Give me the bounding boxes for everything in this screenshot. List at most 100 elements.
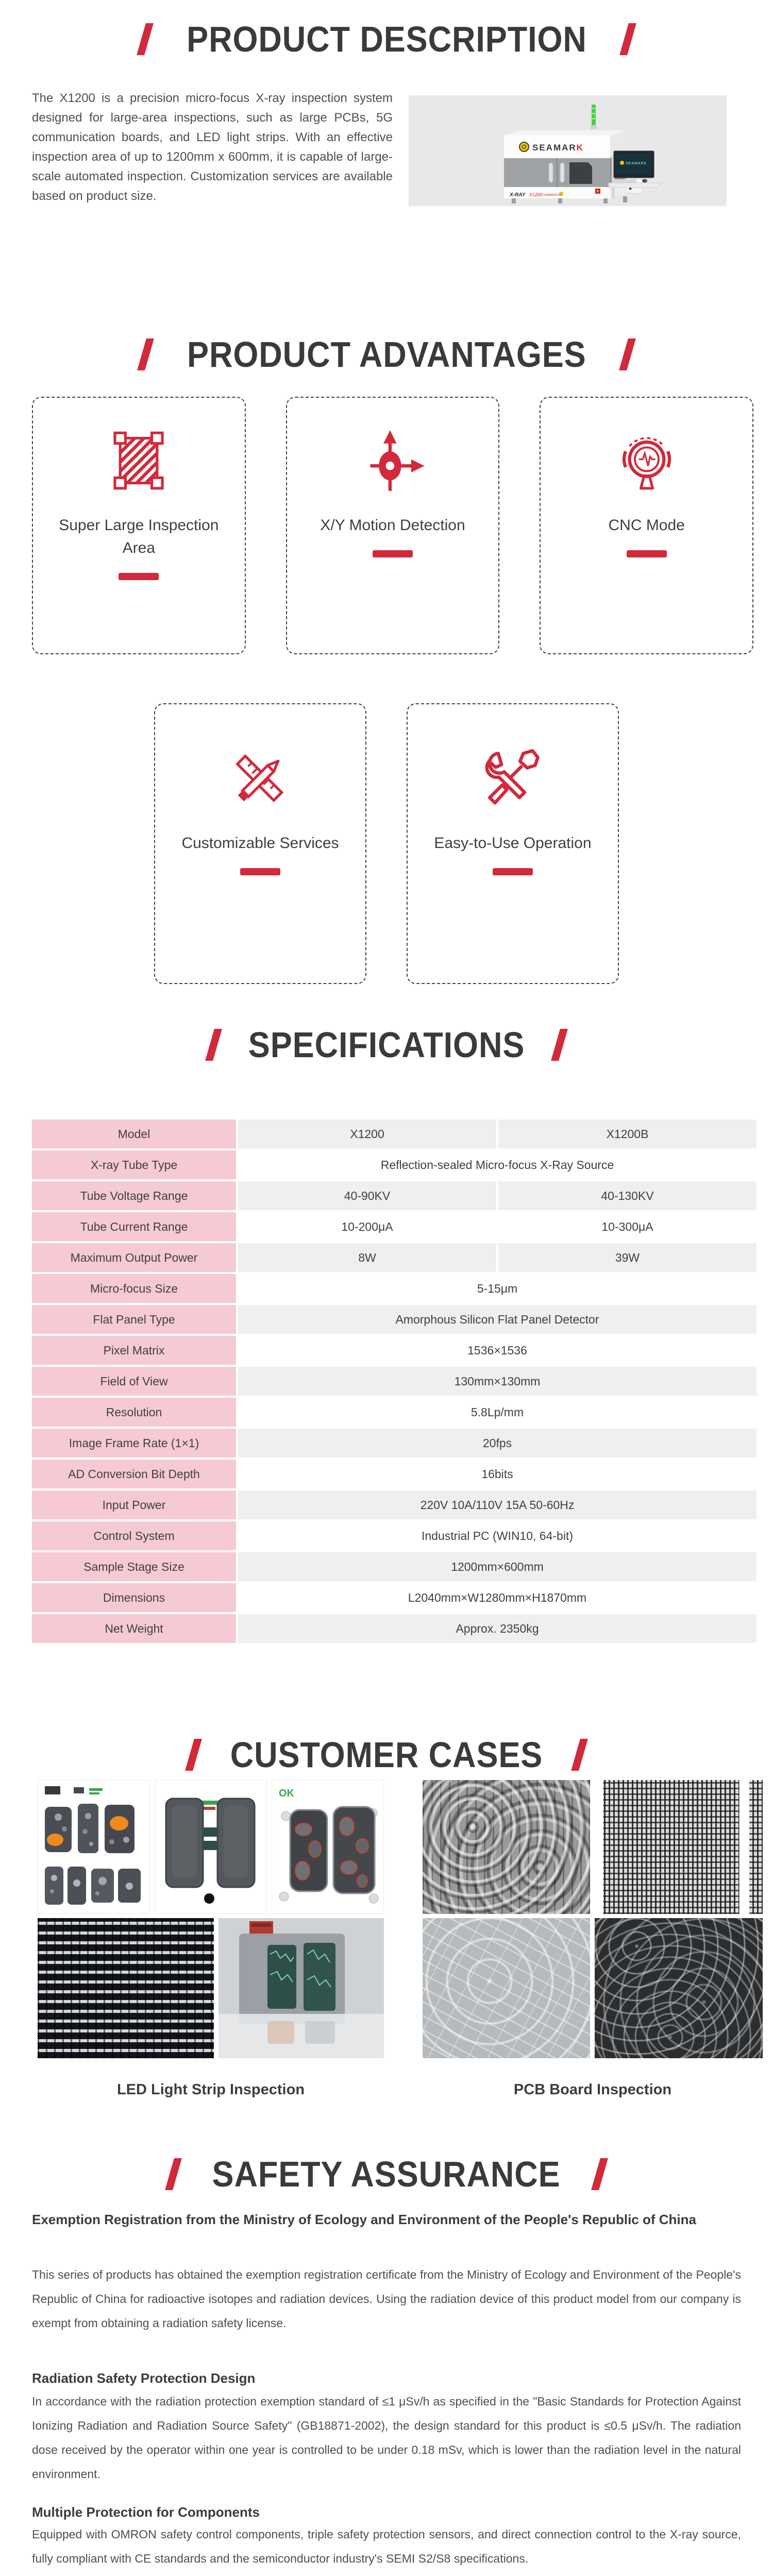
product-description-paragraph: The X1200 is a precision micro-focus X-r…: [32, 91, 393, 203]
spec-row-label: Maximum Output Power: [32, 1243, 236, 1272]
brand-logo: SEAMARK: [519, 142, 584, 152]
section-title: PRODUCT ADVANTAGES: [187, 334, 586, 375]
advantage-label: Customizable Services: [181, 835, 339, 852]
radiation-sticker-icon: [559, 192, 563, 196]
red-slash-icon: [551, 1029, 568, 1061]
spec-value: Approx. 2350kg: [238, 1614, 757, 1643]
section-title-product-advantages: PRODUCT ADVANTAGES: [0, 334, 773, 375]
spec-row-label: Micro-focus Size: [32, 1274, 236, 1303]
defect-highlight: [110, 1816, 128, 1831]
red-dash: [373, 550, 413, 557]
spec-value: 40-130KV: [498, 1181, 757, 1210]
pcb-xray-image-2: [595, 1780, 763, 1914]
led-xray-image-1: [38, 1780, 150, 1914]
specifications-table: Model X1200 X1200B X-ray Tube Type Reflectio…: [32, 1120, 757, 1643]
monitor: SEAMARK: [613, 150, 654, 178]
safety-heading-radiation-design: Radiation Safety Protection Design: [32, 2370, 256, 2386]
svg-text:X-RAY: X-RAY: [509, 192, 526, 198]
pcb-xray-image-1: [423, 1780, 590, 1914]
svg-text:SEAMARK: SEAMARK: [532, 143, 584, 152]
machine-illustration: SEAMARK X-RAY X1200 HAMAMATSU: [409, 95, 727, 206]
red-slash-icon: [571, 1739, 588, 1771]
spec-row-label: Sample Stage Size: [32, 1552, 236, 1581]
section-title-specifications: SPECIFICATIONS: [0, 1024, 773, 1065]
spec-row-label: Control System: [32, 1521, 236, 1550]
led-xray-image-2: [155, 1780, 267, 1914]
advantage-label: CNC Mode: [608, 517, 685, 534]
section-title: CUSTOMER CASES: [230, 1735, 543, 1775]
spec-value: 1200mm×600mm: [238, 1552, 757, 1581]
spec-value: 39W: [498, 1243, 757, 1272]
led-xray-image-3: OK: [272, 1780, 384, 1914]
spec-value: Amorphous Silicon Flat Panel Detector: [238, 1305, 757, 1334]
spec-value: 20fps: [238, 1429, 757, 1458]
spec-row-label: Tube Voltage Range: [32, 1181, 236, 1210]
advantage-card: X/Y Motion Detection: [285, 397, 500, 654]
advantage-card: Easy-to-Use Operation: [407, 703, 619, 984]
spec-row-label: Input Power: [32, 1490, 236, 1519]
section-title-product-description: PRODUCT DESCRIPTION: [0, 19, 773, 60]
advantage-card: Super Large Inspection Area: [32, 397, 246, 654]
spec-row-label: Dimensions: [32, 1583, 236, 1612]
red-slash-icon: [136, 23, 154, 55]
advantage-label: Super Large Inspection Area: [59, 517, 219, 556]
spec-value: 16bits: [238, 1460, 757, 1488]
section-title: SAFETY ASSURANCE: [212, 2154, 561, 2194]
spec-value: Reflection-sealed Micro-focus X-Ray Sour…: [238, 1150, 757, 1179]
section-title-safety-assurance: SAFETY ASSURANCE: [0, 2154, 773, 2195]
spec-value: 10-200μA: [238, 1212, 496, 1241]
easy-operation-icon: [480, 745, 546, 811]
spec-row-label: Tube Current Range: [32, 1212, 236, 1241]
safety-heading-exemption: Exemption Registration from the Ministry…: [32, 2212, 696, 2227]
safety-paragraph-exemption: This series of products has obtained the…: [32, 2268, 741, 2330]
red-slash-icon: [137, 338, 154, 370]
brand-gear-icon: [519, 142, 529, 152]
red-slash-icon: [205, 1029, 222, 1061]
advantage-label: X/Y Motion Detection: [320, 517, 465, 534]
safety-paragraph-protection: Equipped with OMRON safety control compo…: [32, 2528, 741, 2565]
red-slash-icon: [619, 23, 637, 55]
case-caption-led: LED Light Strip Inspection: [116, 2081, 305, 2098]
spec-row-label: Resolution: [32, 1398, 236, 1427]
section-title: SPECIFICATIONS: [248, 1025, 525, 1065]
red-dash: [626, 550, 667, 557]
spec-row-label: AD Conversion Bit Depth: [32, 1460, 236, 1488]
red-slash-icon: [619, 338, 636, 370]
spec-value: 40-90KV: [238, 1181, 496, 1210]
spec-value: 220V 10A/110V 15A 50-60Hz: [238, 1490, 757, 1519]
spec-value: 5-15μm: [238, 1274, 757, 1303]
red-slash-icon: [165, 2158, 182, 2190]
model-label: X-RAY X1200 HAMAMATSU: [509, 192, 562, 198]
xy-motion-icon: [360, 428, 426, 494]
spec-value: Industrial PC (WIN10, 64-bit): [238, 1521, 757, 1550]
keyboard-tray: [608, 179, 663, 188]
spec-row-label: Image Frame Rate (1×1): [32, 1429, 236, 1458]
advantage-label: Easy-to-Use Operation: [434, 835, 592, 852]
svg-text:SEAMARK: SEAMARK: [626, 162, 647, 165]
cnc-mode-icon: [614, 428, 680, 494]
svg-text:X1200: X1200: [529, 192, 543, 197]
safety-heading-protection: Multiple Protection for Components: [32, 2504, 260, 2520]
pcb-xray-image-3: [423, 1918, 590, 2058]
led-strip-panel-image: [38, 1918, 214, 2058]
section-title-customer-cases: CUSTOMER CASES: [0, 1734, 773, 1775]
advantage-card: CNC Mode: [540, 397, 754, 654]
red-slash-icon: [591, 2158, 608, 2190]
red-dash: [119, 573, 159, 580]
spec-value: 10-300μA: [498, 1212, 757, 1241]
spec-row-label: Flat Panel Type: [32, 1305, 236, 1334]
safety-paragraph-radiation-design: In accordance with the radiation protect…: [32, 2395, 741, 2481]
spec-value: 1536×1536: [238, 1336, 757, 1365]
spec-value: 8W: [238, 1243, 496, 1272]
case-caption-pcb: PCB Board Inspection: [513, 2081, 672, 2098]
product-photo: SEAMARK X-RAY X1200 HAMAMATSU: [409, 95, 727, 206]
advantages-row-2: Customizable Services Easy-to-Use Operati…: [0, 703, 773, 984]
ok-badge: OK: [279, 1788, 295, 1799]
page-title: PRODUCT DESCRIPTION: [186, 19, 587, 59]
lead-glass-window: [569, 162, 592, 184]
red-dash: [493, 868, 533, 875]
stack-light: [592, 105, 596, 125]
red-dash: [240, 868, 280, 875]
inspection-area-icon: [106, 428, 172, 494]
